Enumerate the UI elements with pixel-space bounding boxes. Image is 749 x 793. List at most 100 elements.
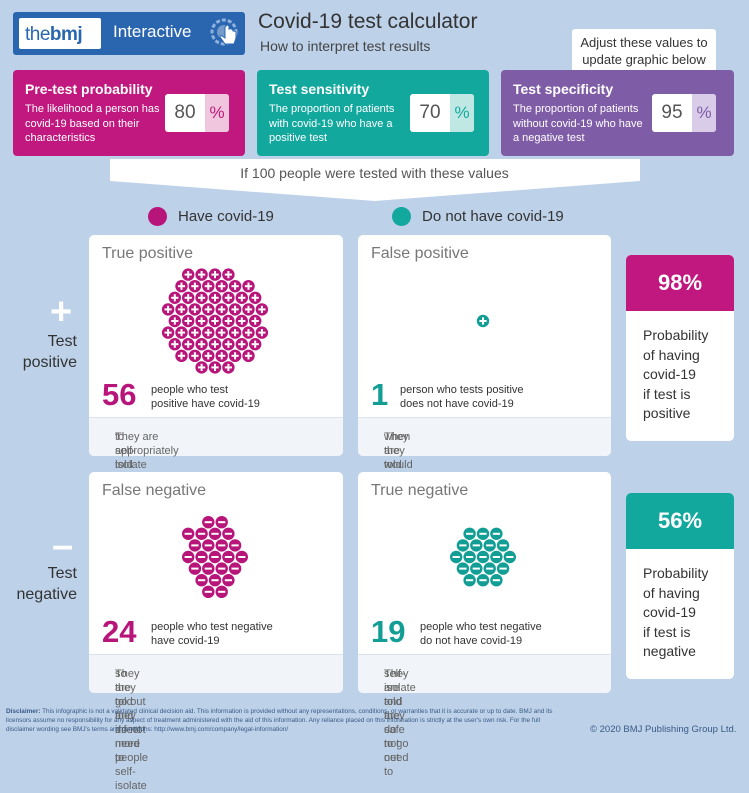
- true-positive-panel: True positive 56 people who test positive…: [89, 235, 343, 471]
- person-dot: [175, 349, 188, 363]
- percent-unit: %: [692, 94, 716, 132]
- person-dot: [242, 279, 255, 293]
- test-specificity-value[interactable]: 95: [661, 102, 683, 123]
- person-dot: [208, 527, 222, 540]
- person-dot: [215, 303, 228, 316]
- person-dot: [161, 326, 175, 339]
- person-dot: [208, 314, 222, 328]
- person-dot: [202, 515, 215, 529]
- pretest-probability-input[interactable]: 80 %: [165, 94, 229, 132]
- person-dot: [175, 279, 188, 293]
- person-dot: [188, 303, 202, 316]
- person-dot: [450, 550, 463, 564]
- test-negative-label: Test negative: [16, 565, 78, 603]
- false-negative-footer: They are told they do not need to self-i…: [89, 654, 343, 792]
- false-negative-panel: False negative 24 people who test negati…: [89, 472, 343, 792]
- person-dot: [168, 291, 181, 304]
- person-dot: [255, 303, 269, 316]
- person-dot: [255, 326, 269, 339]
- page-title: Covid-19 test calculator: [258, 10, 478, 33]
- false-negative-title: False negative: [102, 482, 207, 499]
- person-dot: [182, 314, 195, 328]
- positive-probability-panel: 98% Probability of having covid-19 if test …: [626, 255, 734, 441]
- person-dot: [476, 550, 490, 564]
- person-dot: [182, 550, 195, 564]
- true-negative-count: 19: [371, 614, 406, 649]
- person-dot: [202, 326, 215, 339]
- person-dot: [249, 291, 262, 304]
- test-sensitivity-value[interactable]: 70: [419, 102, 441, 123]
- person-dot: [215, 539, 228, 552]
- true-positive-footer: They are appropriately told to self-isola…: [89, 417, 343, 471]
- test-specificity-input[interactable]: 95 %: [652, 94, 716, 132]
- person-dot: [222, 527, 235, 540]
- person-dot: [168, 314, 181, 328]
- person-dot: [242, 326, 255, 339]
- person-dot: [222, 550, 235, 564]
- test-sensitivity-input[interactable]: 70 %: [410, 94, 474, 132]
- person-dot: [182, 268, 195, 281]
- person-dot: [188, 349, 202, 363]
- pretest-probability-card: Pre-test probability The likelihood a pe…: [13, 70, 245, 156]
- true-positive-count: 56: [102, 377, 137, 412]
- pretest-probability-desc: The likelihood a person has covid-19 bas…: [25, 103, 160, 144]
- person-dot: [195, 338, 208, 351]
- person-dot: [202, 562, 215, 575]
- person-dot: [249, 314, 262, 328]
- person-dot: [195, 361, 208, 374]
- person-dot: [208, 574, 222, 587]
- true-negative-desc: people who test negative do not have covi…: [420, 621, 542, 647]
- person-dot: [208, 361, 222, 374]
- person-dot: [242, 349, 255, 363]
- person-dot: [228, 539, 242, 552]
- true-positive-dots: [161, 268, 269, 374]
- pointer-hand-icon: [210, 18, 238, 46]
- person-dot: [496, 539, 510, 552]
- person-dot: [222, 574, 235, 587]
- person-dot: [242, 303, 255, 316]
- pretest-probability-value[interactable]: 80: [174, 102, 196, 123]
- person-dot: [228, 562, 242, 575]
- person-dot: [208, 550, 222, 564]
- person-dot: [215, 279, 228, 293]
- person-dot: [235, 314, 248, 328]
- false-positive-desc: person who tests positive does not have c…: [400, 384, 524, 410]
- person-dot: [215, 562, 228, 575]
- person-dot: [476, 527, 490, 540]
- person-dot: [235, 291, 248, 304]
- person-dot: [490, 574, 503, 587]
- person-dot: [195, 527, 208, 540]
- person-dot: [208, 338, 222, 351]
- false-positive-footer: They are told they need to self-isolatew…: [358, 417, 611, 541]
- false-positive-count: 1: [371, 377, 389, 412]
- bmj-logo-box: thebmj: [19, 18, 101, 49]
- false-negative-desc: people who test negative have covid-19: [151, 621, 273, 647]
- page-subtitle: How to interpret test results: [260, 38, 431, 54]
- bmj-interactive-badge: thebmj Interactive: [13, 12, 245, 55]
- person-dot: [195, 314, 208, 328]
- person-dot: [476, 314, 490, 328]
- test-specificity-desc: The proportion of patients without covid…: [513, 103, 643, 144]
- person-dot: [222, 314, 235, 328]
- negative-probability-panel: 56% Probability of having covid-19 if test …: [626, 493, 734, 679]
- test-sensitivity-desc: The proportion of patients with covid-19…: [269, 103, 395, 144]
- person-dot: [202, 585, 215, 599]
- person-dot: [483, 562, 496, 575]
- test-positive-label: Test positive: [22, 333, 77, 371]
- true-negative-dots: [450, 527, 516, 587]
- person-dot: [215, 515, 228, 529]
- positive-probability-value: 98%: [626, 255, 734, 311]
- have-covid-legend-dot: [148, 207, 167, 226]
- test-specificity-card: Test specificity The proportion of patie…: [501, 70, 734, 156]
- true-positive-title: True positive: [102, 245, 193, 262]
- person-dot: [188, 326, 202, 339]
- negative-probability-desc: Probability of having covid-19 if test is ne…: [643, 565, 709, 659]
- false-positive-title: False positive: [371, 245, 469, 262]
- person-dot: [202, 279, 215, 293]
- true-negative-title: True negative: [371, 482, 469, 499]
- person-dot: [476, 574, 490, 587]
- person-dot: [215, 349, 228, 363]
- person-dot: [228, 349, 242, 363]
- person-dot: [483, 539, 496, 552]
- population-funnel: [110, 159, 640, 201]
